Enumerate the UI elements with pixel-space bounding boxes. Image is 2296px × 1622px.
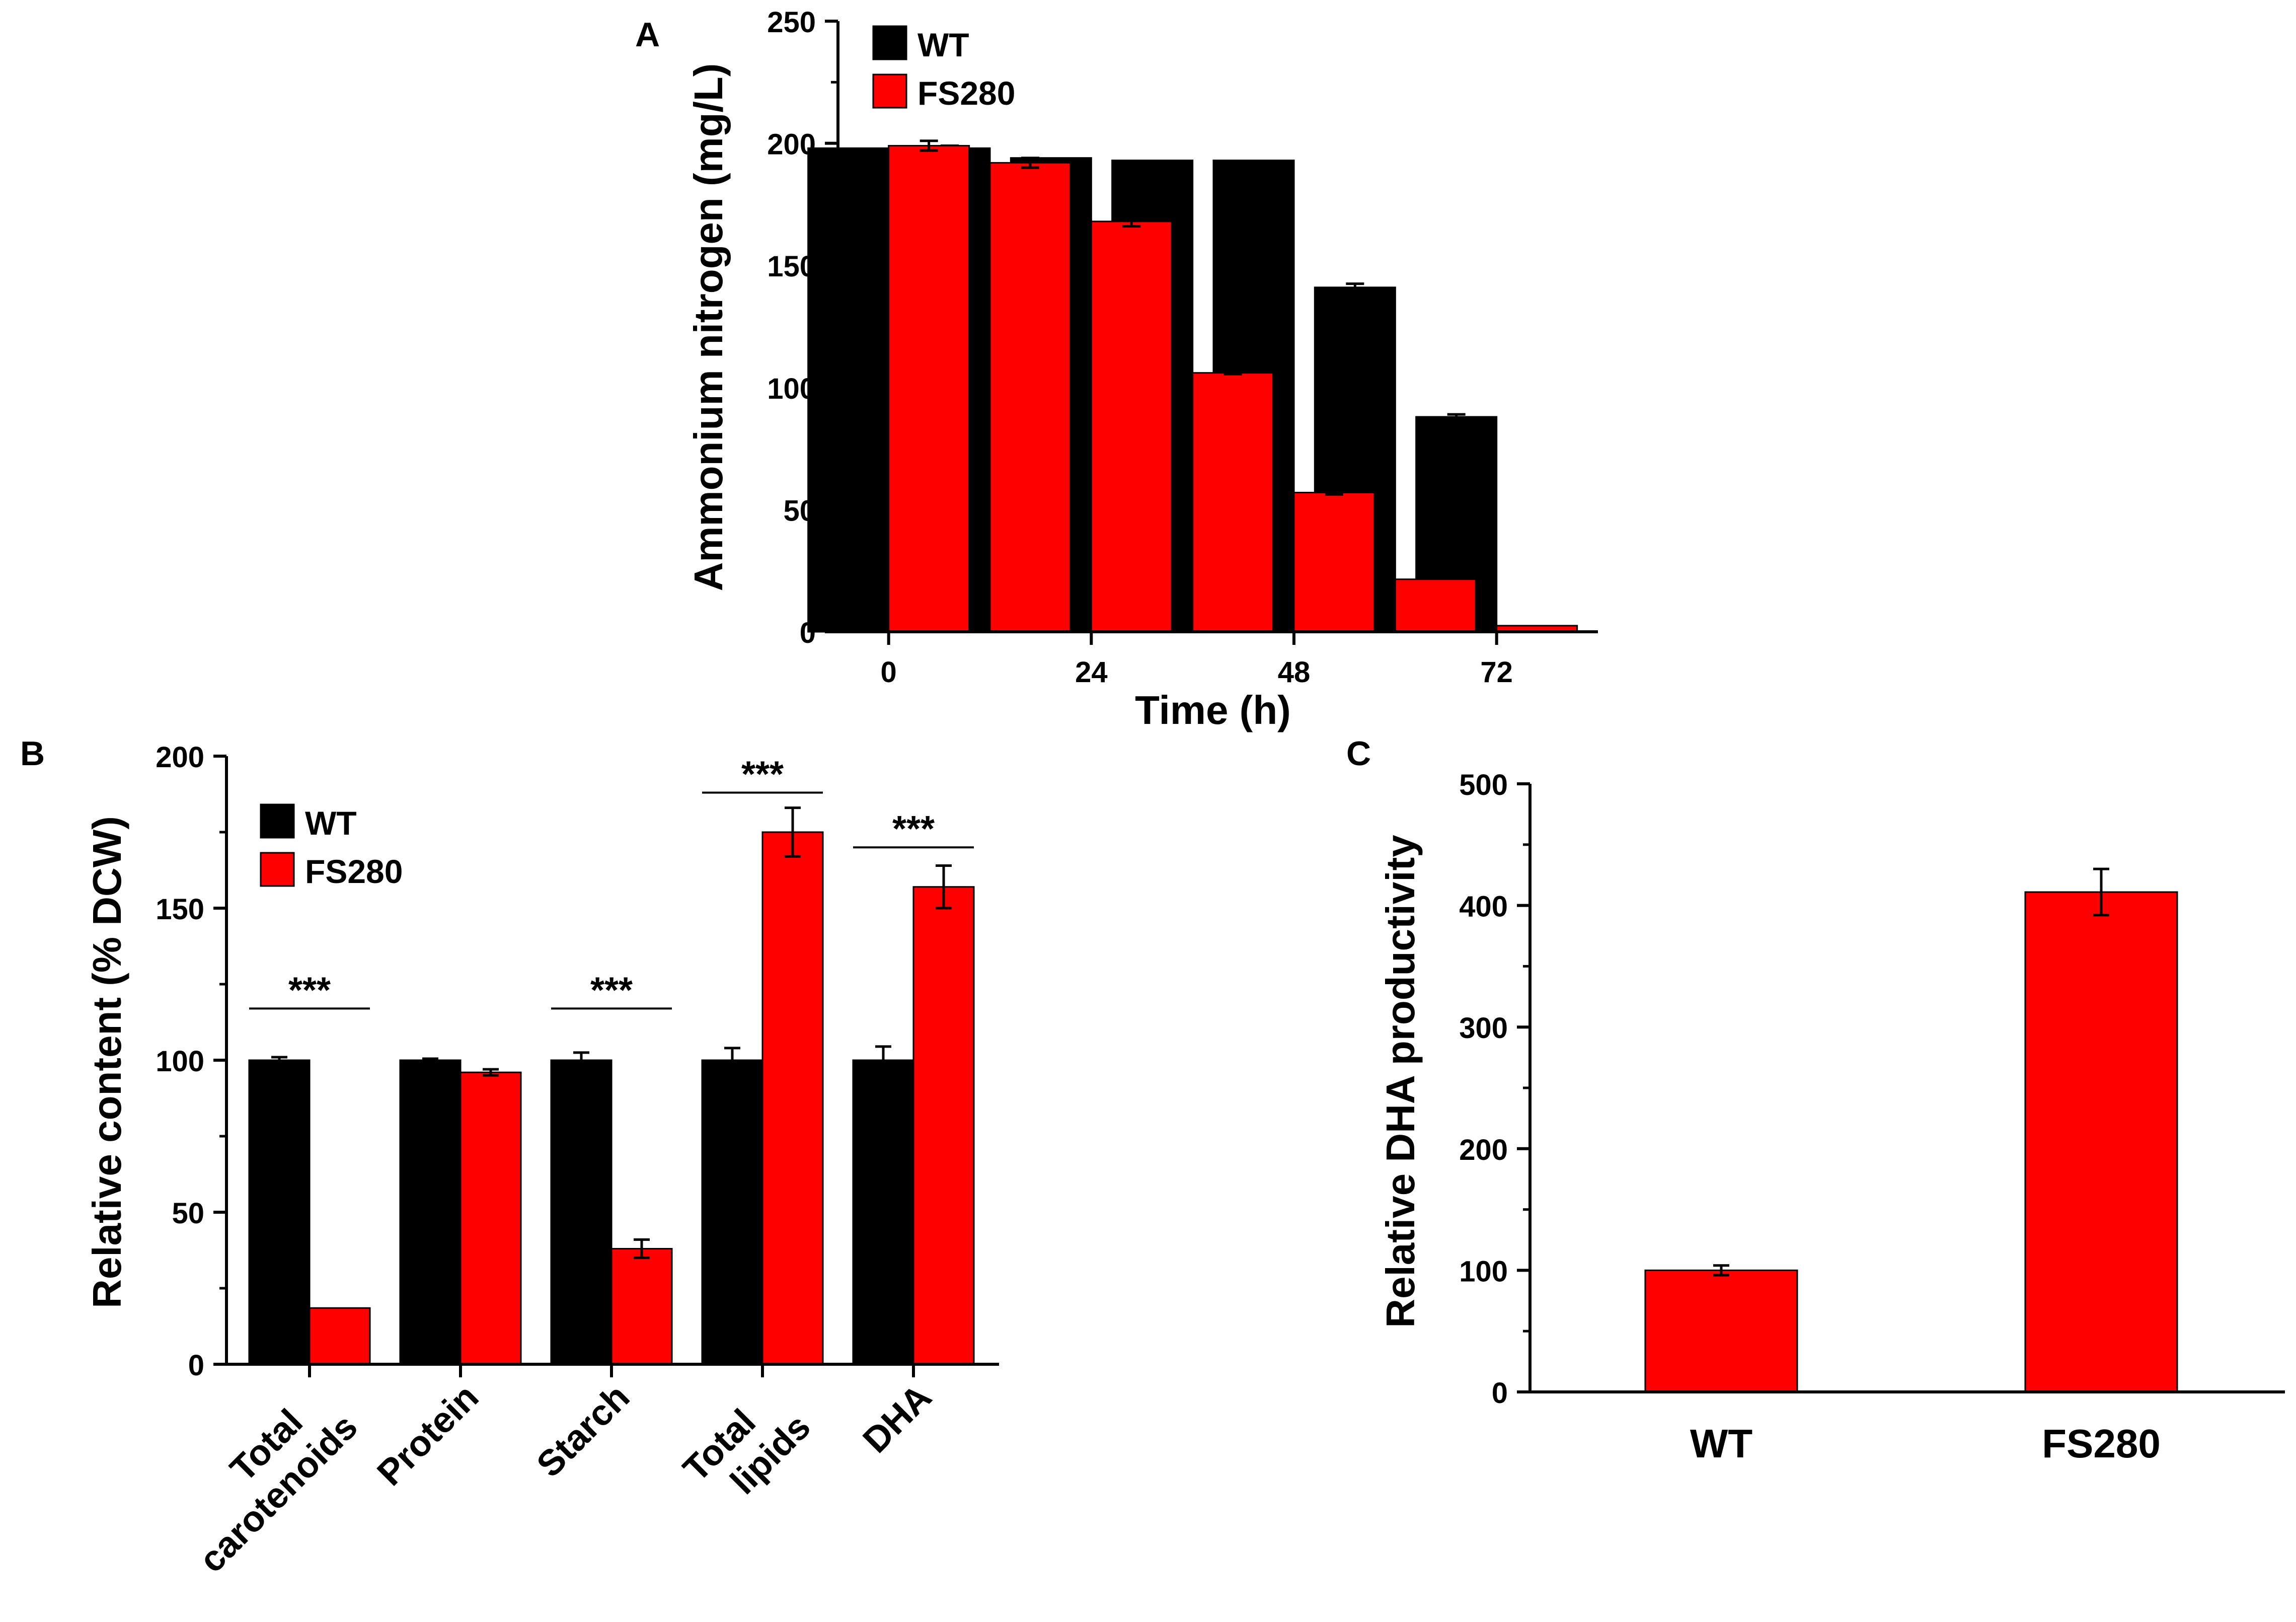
y-tick-label: 50	[172, 1197, 204, 1230]
y-tick-label: 0	[800, 617, 816, 649]
bar-fs280	[610, 1247, 673, 1365]
x-category-label-line: Starch	[529, 1377, 637, 1485]
y-tick-label: 150	[767, 250, 816, 283]
y-axis-title: Relative DHA productivity	[1378, 835, 1423, 1328]
y-tick-label: 0	[188, 1349, 204, 1382]
bar-fs280	[1394, 578, 1477, 633]
significance-marker: ***	[590, 970, 633, 1010]
y-tick-label: 100	[767, 373, 816, 405]
x-category-label: Starch	[529, 1377, 637, 1485]
bar-wt	[248, 1059, 311, 1365]
legend-label-wt: WT	[917, 26, 969, 63]
bar-fs280	[1293, 491, 1375, 633]
bar-wt	[1644, 1269, 1798, 1393]
panel-label-b: B	[20, 734, 45, 773]
x-category-label-line: Protein	[369, 1377, 486, 1494]
x-tick-label: 48	[1278, 656, 1311, 689]
bar-fs280	[460, 1071, 522, 1365]
bar-fs280	[1090, 220, 1173, 633]
legend-label-fs280: FS280	[917, 75, 1015, 112]
x-category-label: Protein	[369, 1377, 486, 1494]
y-tick-label: 300	[1459, 1012, 1508, 1045]
panel-label-a: A	[635, 16, 660, 54]
x-category-label: DHA	[855, 1377, 939, 1461]
y-tick-label: 100	[156, 1045, 204, 1078]
x-category-label: Totalcarotenoids	[162, 1377, 365, 1581]
legend-swatch-wt	[260, 803, 295, 839]
chart-panel-a: A 0 24 48 72 0 50 100 150 200 250 Time (h) Ammonium …	[635, 6, 1598, 732]
legend-label-wt: WT	[305, 804, 357, 842]
y-tick-label: 0	[1492, 1377, 1508, 1410]
chart-panel-b: B *** *** *** *** Totalcarotenoids Protein Star…	[20, 734, 999, 1580]
bar-wt	[701, 1059, 763, 1365]
bar-wt	[550, 1059, 613, 1365]
significance-marker: ***	[892, 809, 935, 849]
bar-fs280	[1192, 372, 1274, 633]
legend-swatch-fs280	[872, 73, 907, 109]
bar-fs280	[912, 886, 975, 1365]
y-tick-label: 200	[767, 128, 816, 161]
chart-panel-c: C WT FS280 0 100 200 300 400 500 Relative DHA pro…	[1346, 734, 2285, 1466]
y-axis-title: Ammonium nitrogen (mg/L)	[686, 63, 731, 592]
x-category-label: FS280	[2042, 1421, 2161, 1466]
legend-label-fs280: FS280	[305, 853, 403, 890]
y-axis-title: Relative content (% DCW)	[85, 816, 129, 1308]
significance-marker: ***	[288, 970, 331, 1010]
y-tick-label: 250	[767, 6, 816, 39]
bar-fs280	[761, 831, 824, 1365]
bar-wt	[807, 147, 890, 633]
bar-fs280	[888, 144, 970, 633]
significance-marker: ***	[741, 754, 784, 794]
x-tick-label: 72	[1480, 656, 1513, 689]
x-category-label: WT	[1690, 1421, 1753, 1466]
x-category-label: Totallipids	[675, 1377, 818, 1519]
bar-wt	[399, 1059, 462, 1365]
y-tick-label: 400	[1459, 891, 1508, 923]
y-tick-label: 100	[1459, 1255, 1508, 1288]
x-category-label-line: DHA	[855, 1377, 939, 1461]
x-tick-label: 0	[881, 656, 897, 689]
bar-fs280	[309, 1307, 371, 1365]
y-tick-label: 200	[1459, 1134, 1508, 1166]
legend-swatch-fs280	[260, 852, 295, 887]
bar-fs280	[989, 162, 1072, 633]
legend-swatch-wt	[872, 25, 907, 60]
x-tick-label: 24	[1075, 656, 1108, 689]
y-tick-label: 200	[156, 741, 204, 774]
bar-wt	[852, 1059, 914, 1365]
y-tick-label: 500	[1459, 769, 1508, 801]
y-tick-label: 150	[156, 893, 204, 926]
y-tick-label: 50	[783, 494, 816, 527]
x-axis-title: Time (h)	[1135, 688, 1291, 732]
bar-fs280	[2024, 891, 2178, 1393]
panel-label-c: C	[1346, 734, 1371, 773]
